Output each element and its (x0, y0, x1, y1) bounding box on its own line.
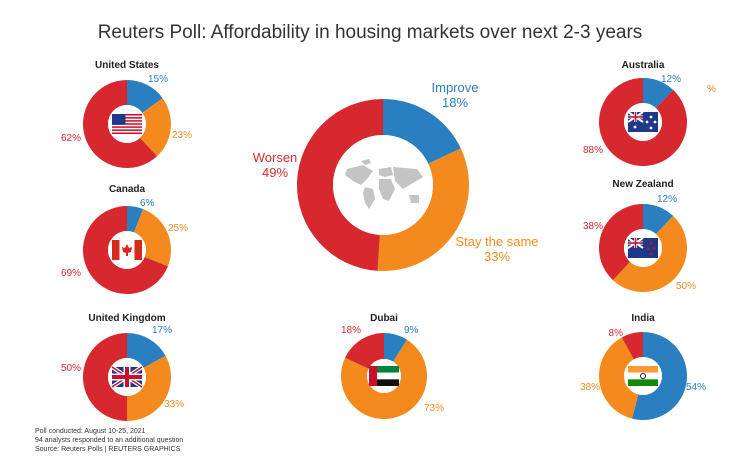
donut-uk-segment-stay (127, 355, 172, 421)
donut-dubai-segment-improve (384, 333, 408, 362)
chart-title: Reuters Poll: Affordability in housing m… (98, 22, 643, 43)
label-dubai-improve: 9% (404, 325, 419, 336)
uae-flag-icon (369, 366, 399, 386)
donut-us: United States 15% 23% 62% (61, 60, 192, 169)
label-global-improve-pct: 18% (442, 95, 468, 110)
label-uk-worsen: 50% (61, 363, 81, 374)
donut-us-segment-worsen (82, 80, 158, 169)
australia-flag-icon (627, 111, 658, 132)
donut-uk-segment-improve (127, 333, 166, 368)
label-global-worsen-pct: 49% (262, 165, 288, 180)
uk-flag-icon (110, 365, 144, 389)
title-us: United States (95, 60, 159, 71)
label-india-stay: 38% (580, 382, 600, 393)
title-india: India (631, 313, 655, 324)
donut-canada: Canada 6% 25% 69% (61, 184, 188, 295)
label-nz-stay: 50% (676, 281, 696, 292)
footnote: Poll conducted: August 10-25, 2021 94 an… (35, 428, 183, 453)
donut-india: India 54% 38% 8% (580, 313, 706, 421)
donut-nz-segment-stay (612, 215, 687, 292)
label-canada-stay: 25% (168, 223, 188, 234)
label-uk-improve: 17% (152, 325, 172, 336)
donut-uk-segment-worsen (83, 333, 127, 421)
title-australia: Australia (622, 60, 665, 71)
label-us-stay: 23% (172, 130, 192, 141)
donut-canada-segment-worsen (83, 206, 168, 295)
label-nz-improve: 12% (657, 194, 677, 205)
world-map-icon (345, 159, 423, 209)
label-dubai-stay: 73% (424, 403, 444, 414)
footnote-source: Source: Reuters Polls | REUTERS GRAPHICS (35, 446, 181, 453)
us-flag-icon (112, 114, 142, 134)
label-global-stay-pct: 33% (484, 249, 510, 264)
title-canada: Canada (109, 184, 146, 195)
canada-flag-icon (112, 240, 142, 260)
footnote-analysts: 94 analysts responded to an additional q… (35, 437, 183, 444)
label-canada-improve: 6% (140, 198, 155, 209)
donut-global-segment-worsen (297, 99, 383, 271)
donut-australia-segment-improve (643, 78, 674, 109)
label-dubai-worsen: 18% (341, 325, 361, 336)
donut-global-segment-improve (383, 99, 461, 164)
label-us-improve: 15% (148, 74, 168, 85)
donut-india-segment-stay (599, 337, 639, 419)
label-australia-improve: 12% (661, 74, 681, 85)
nz-flag-icon (627, 237, 658, 258)
donut-australia-segment-worsen (599, 78, 687, 166)
label-global-worsen: Worsen (253, 150, 298, 165)
donut-nz: New Zealand 12% 50% 38% (583, 179, 696, 292)
donut-canada-segment-improve (127, 206, 144, 233)
label-global-improve: Improve (432, 80, 479, 95)
india-flag-icon (628, 366, 658, 386)
title-uk: United Kingdom (88, 313, 165, 324)
label-uk-stay: 33% (164, 399, 184, 410)
donut-us-segment-improve (127, 80, 163, 113)
donut-canada-segment-stay (133, 209, 172, 267)
donut-global-segment-stay (377, 148, 469, 271)
label-global-stay: Stay the same (455, 234, 538, 249)
donut-dubai-segment-stay (341, 339, 428, 420)
footnote-poll-date: Poll conducted: August 10-25, 2021 (35, 428, 146, 435)
label-nz-worsen: 38% (583, 221, 603, 232)
donut-india-segment-worsen (621, 332, 643, 360)
donut-dubai: Dubai 9% 73% 18% (341, 313, 444, 420)
donut-india-segment-improve (632, 332, 688, 421)
label-australia-worsen: 88% (583, 145, 603, 156)
label-india-worsen: 8% (609, 328, 624, 339)
label-india-improve: 54% (686, 382, 706, 393)
donut-nz-segment-worsen (599, 204, 643, 281)
donut-nz-segment-improve (643, 204, 674, 235)
label-canada-worsen: 69% (61, 268, 81, 279)
donut-us-segment-stay (140, 98, 171, 157)
donut-dubai-segment-worsen (345, 333, 384, 369)
label-us-worsen: 62% (61, 133, 81, 144)
title-dubai: Dubai (370, 313, 398, 324)
donut-australia: Australia 12%% 88% (583, 60, 716, 166)
title-nz: New Zealand (612, 179, 673, 190)
label-australia-stay: % (707, 84, 716, 95)
